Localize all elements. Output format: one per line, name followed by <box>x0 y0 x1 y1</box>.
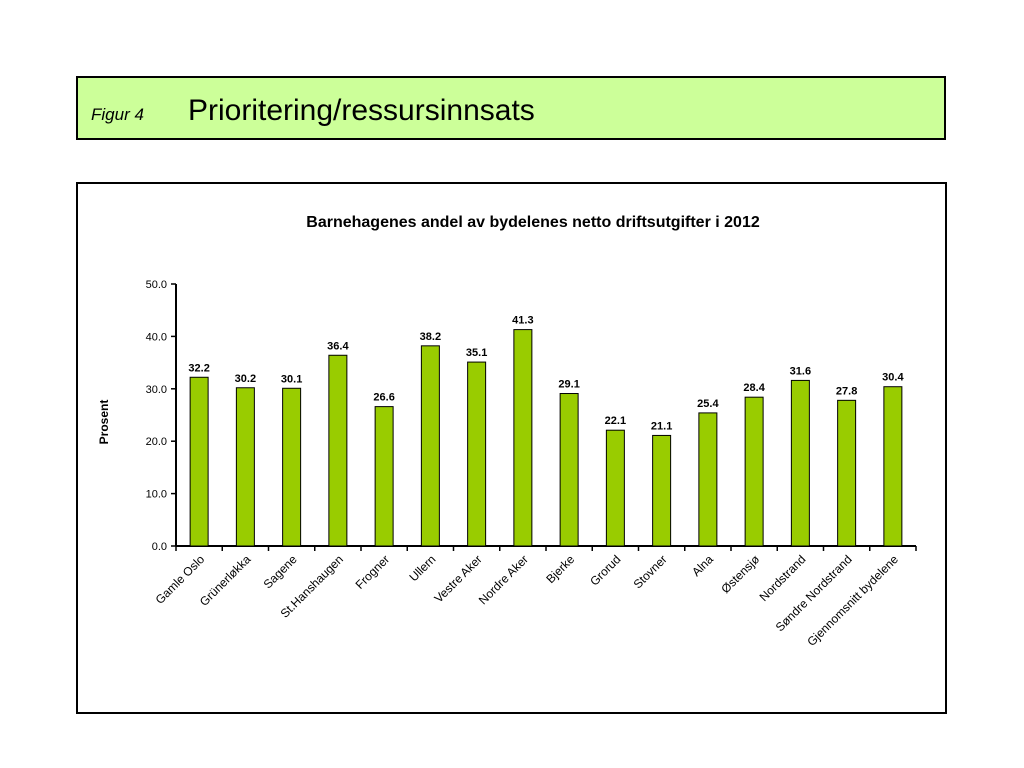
bar <box>513 329 533 547</box>
y-tick-label: 0.0 <box>152 541 167 553</box>
data-label: 27.8 <box>836 385 857 397</box>
data-label: 21.1 <box>651 420 672 432</box>
category-label: Sagene <box>261 552 300 591</box>
data-label: 36.4 <box>327 340 349 352</box>
data-label: 35.1 <box>466 347 487 359</box>
y-tick-label: 30.0 <box>146 384 167 396</box>
category-label: Bjerke <box>543 552 577 586</box>
category-label: Nordre Aker <box>476 552 531 607</box>
category-label: Gjennomsnitt bydelene <box>804 552 901 649</box>
data-label: 28.4 <box>743 382 765 394</box>
category-label: Stovner <box>631 552 670 591</box>
chart-title: Barnehagenes andel av bydelenes netto dr… <box>306 214 760 231</box>
y-tick-label: 50.0 <box>146 279 167 291</box>
chart-container: Barnehagenes andel av bydelenes netto dr… <box>76 182 947 714</box>
bar <box>189 376 209 547</box>
bar <box>328 354 348 547</box>
bar <box>698 412 718 547</box>
data-label: 25.4 <box>697 398 719 410</box>
bar <box>420 345 440 547</box>
category-label: Frogner <box>353 552 393 592</box>
bar <box>467 361 487 547</box>
bar <box>559 393 579 547</box>
category-label: Alna <box>689 552 716 579</box>
y-tick-label: 10.0 <box>146 489 167 501</box>
bar <box>282 387 302 547</box>
bar <box>374 406 394 547</box>
bar <box>883 386 903 547</box>
data-label: 32.2 <box>188 362 209 374</box>
bar <box>837 399 857 547</box>
data-label: 38.2 <box>420 331 441 343</box>
category-label: Grorud <box>587 552 623 588</box>
data-label: 22.1 <box>605 415 626 427</box>
bar <box>744 396 764 547</box>
data-label: 30.4 <box>882 372 904 384</box>
figure-header: Figur 4 Prioritering/ressursinnsats <box>76 76 946 140</box>
figure-label: Figur 4 <box>91 105 144 124</box>
bar <box>652 434 672 547</box>
y-tick-label: 20.0 <box>146 436 167 448</box>
data-label: 31.6 <box>790 365 811 377</box>
category-label: Østensjø <box>718 552 762 596</box>
y-tick-label: 40.0 <box>146 331 167 343</box>
data-label: 30.2 <box>235 373 256 385</box>
data-label: 41.3 <box>512 315 533 327</box>
data-label: 29.1 <box>558 379 579 391</box>
bar <box>235 387 255 547</box>
data-label: 30.1 <box>281 373 302 385</box>
bar <box>605 429 625 547</box>
bar-chart: Barnehagenes andel av bydelenes netto dr… <box>97 214 917 649</box>
y-axis-label: Prosent <box>97 400 111 445</box>
category-label: Ullern <box>406 552 438 584</box>
data-label: 26.6 <box>373 392 394 404</box>
bar <box>790 379 810 547</box>
figure-title: Prioritering/ressursinnsats <box>188 94 535 127</box>
